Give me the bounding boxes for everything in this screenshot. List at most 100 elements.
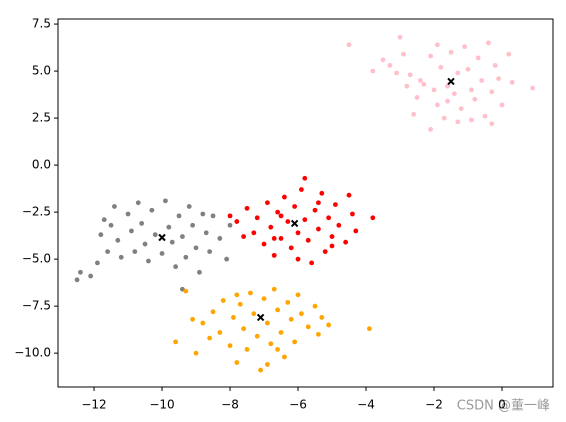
y-tick-label: −7.5 (22, 299, 51, 313)
point (431, 87, 437, 93)
x-tick-label: −4 (357, 398, 375, 412)
y-tick-label: −5.0 (22, 252, 51, 266)
point (319, 190, 325, 196)
point (271, 236, 277, 241)
point (292, 339, 298, 345)
point (135, 200, 141, 206)
point (489, 89, 495, 95)
point (241, 326, 247, 332)
point (288, 245, 294, 251)
point (186, 204, 192, 209)
point (387, 63, 393, 68)
point (275, 346, 281, 352)
y-tick-label: 0.0 (32, 158, 51, 172)
point (322, 249, 328, 255)
point (305, 324, 311, 330)
point (217, 330, 223, 335)
point (268, 224, 274, 230)
point (129, 228, 134, 234)
point (482, 113, 488, 119)
point (472, 96, 478, 102)
point (282, 194, 287, 200)
point (244, 346, 250, 352)
point (227, 222, 233, 228)
point (292, 204, 298, 209)
point (489, 121, 495, 127)
point (163, 198, 168, 204)
point (397, 34, 403, 40)
point (411, 111, 417, 117)
point (207, 335, 213, 341)
point (268, 341, 274, 347)
point (193, 350, 199, 356)
point (455, 70, 461, 76)
point (496, 76, 502, 82)
point (248, 290, 253, 296)
point (448, 49, 454, 55)
point (254, 215, 260, 221)
x-tick-label: 0 (498, 398, 506, 412)
point (428, 126, 434, 132)
x-tick-label: −6 (289, 398, 307, 412)
watermark: CSDN @董一峰 (457, 399, 550, 414)
point (210, 309, 216, 315)
point (316, 200, 321, 206)
point (333, 202, 338, 207)
point (285, 299, 291, 305)
point (302, 217, 308, 223)
point (353, 228, 359, 234)
point (346, 192, 352, 198)
point (234, 219, 240, 224)
point (316, 331, 321, 337)
point (455, 119, 461, 125)
point (282, 354, 287, 360)
point (176, 213, 182, 219)
plot-frame (57, 18, 554, 388)
point (288, 316, 294, 322)
point (329, 243, 335, 249)
point (227, 213, 233, 219)
point (193, 245, 199, 251)
point (132, 249, 138, 255)
point (380, 57, 386, 63)
point (401, 51, 406, 57)
centroid (158, 233, 166, 242)
point (414, 95, 420, 100)
point (125, 211, 131, 217)
point (346, 42, 352, 48)
point (350, 211, 355, 217)
point (105, 249, 111, 255)
x-tick-label: −10 (149, 398, 174, 412)
point (200, 211, 206, 217)
point (207, 249, 213, 255)
point (258, 367, 264, 373)
point (241, 234, 247, 239)
centroid (290, 219, 299, 228)
point (169, 239, 175, 245)
point (469, 117, 474, 123)
point (78, 269, 83, 275)
point (458, 106, 464, 112)
point (462, 44, 468, 50)
point (261, 296, 267, 302)
point (142, 241, 148, 247)
point (237, 301, 243, 307)
point (200, 320, 206, 326)
point (475, 55, 481, 61)
point (299, 187, 304, 192)
point (231, 315, 236, 320)
point (149, 207, 155, 213)
point (227, 343, 233, 349)
point (183, 288, 189, 294)
point (469, 87, 474, 93)
point (224, 256, 230, 262)
point (183, 254, 189, 260)
point (190, 316, 196, 322)
point (407, 72, 413, 78)
point (343, 239, 349, 245)
point (173, 339, 179, 345)
point (326, 322, 332, 328)
point (479, 78, 485, 83)
point (173, 264, 179, 270)
point (319, 315, 325, 320)
